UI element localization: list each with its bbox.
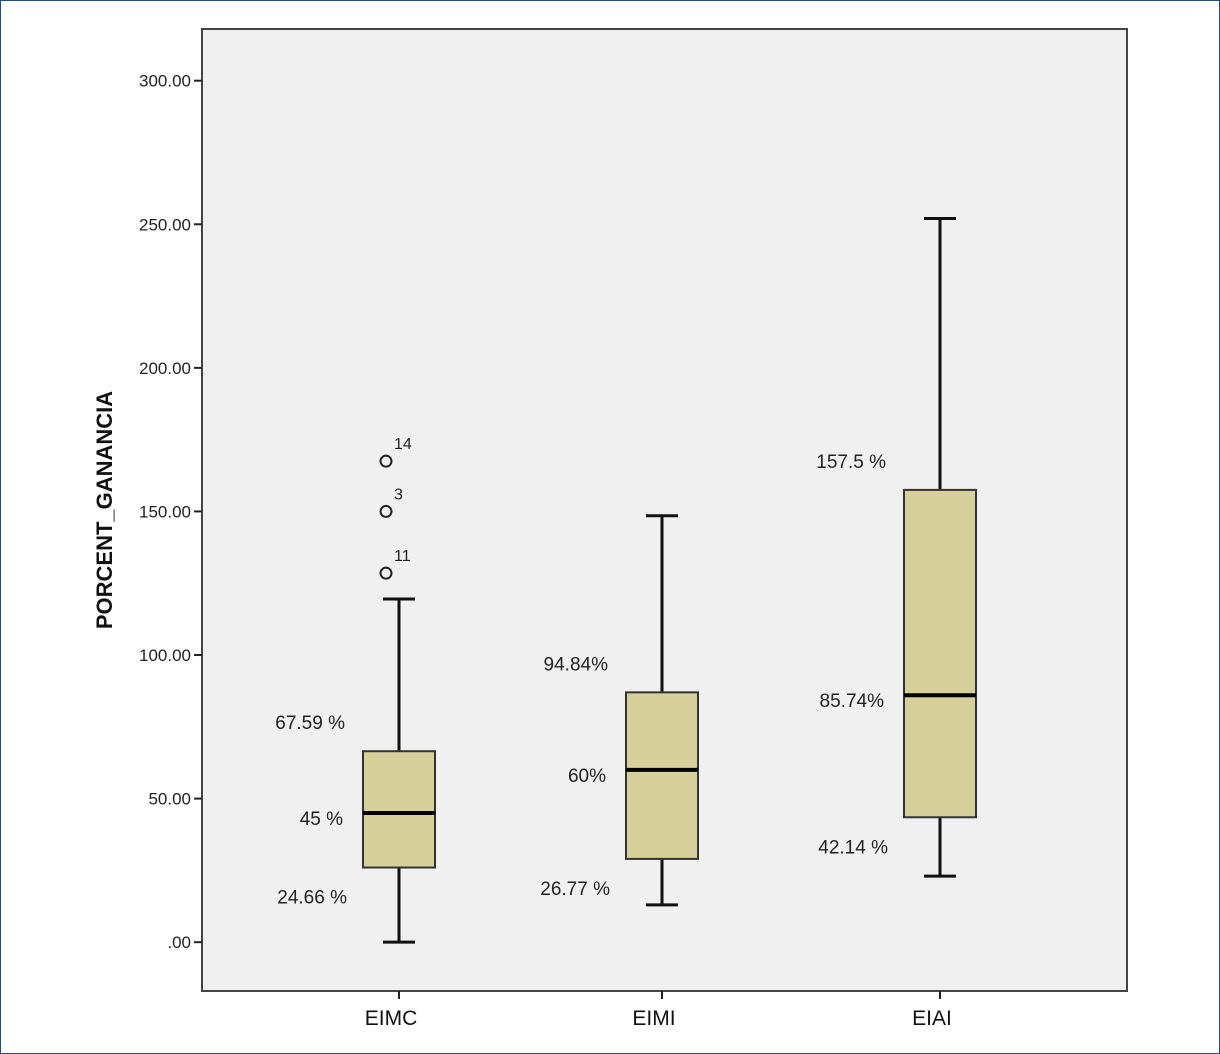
outlier-label: 3 <box>394 486 403 503</box>
marks-layer <box>362 217 977 944</box>
annotation-median: 45 % <box>300 809 343 830</box>
x-category-label: EIMI <box>632 1007 675 1030</box>
y-axis-title: PORCENT_GANANCIA <box>92 391 117 629</box>
y-tick-label: .00 <box>167 933 191 952</box>
y-tick-label: 150.00 <box>139 502 191 521</box>
y-tick-label: 50.00 <box>148 790 191 809</box>
y-tick-label: 250.00 <box>139 215 191 234</box>
outlier-point <box>379 454 393 468</box>
annotation-median: 60% <box>568 766 606 787</box>
box-eimc <box>362 750 436 869</box>
annotation-q1: 24.66 % <box>277 888 347 909</box>
y-tick-label: 200.00 <box>139 359 191 378</box>
annotation-q3: 94.84% <box>544 654 609 675</box>
x-category-label: EIMC <box>365 1007 418 1030</box>
labels-layer: 11 3 14 67.59 % 45 % 24.66 % 94.84% 60% 26.77 % 1… <box>275 436 888 908</box>
outlier-label: 11 <box>394 548 411 565</box>
annotation-q3: 157.5 % <box>816 452 886 473</box>
annotation-q1: 26.77 % <box>540 879 610 900</box>
outlier-point <box>379 504 393 518</box>
x-category-label: EIAI <box>912 1007 952 1030</box>
box-eimi <box>625 691 699 860</box>
box-eiai <box>903 488 977 819</box>
y-tick-label: 300.00 <box>139 72 191 91</box>
outlier-point <box>379 566 393 580</box>
annotation-q3: 67.59 % <box>275 713 345 734</box>
y-tick-label: 100.00 <box>139 646 191 665</box>
annotation-median: 85.74% <box>820 691 885 712</box>
outlier-label: 14 <box>394 436 412 453</box>
annotation-q1: 42.14 % <box>818 837 888 858</box>
